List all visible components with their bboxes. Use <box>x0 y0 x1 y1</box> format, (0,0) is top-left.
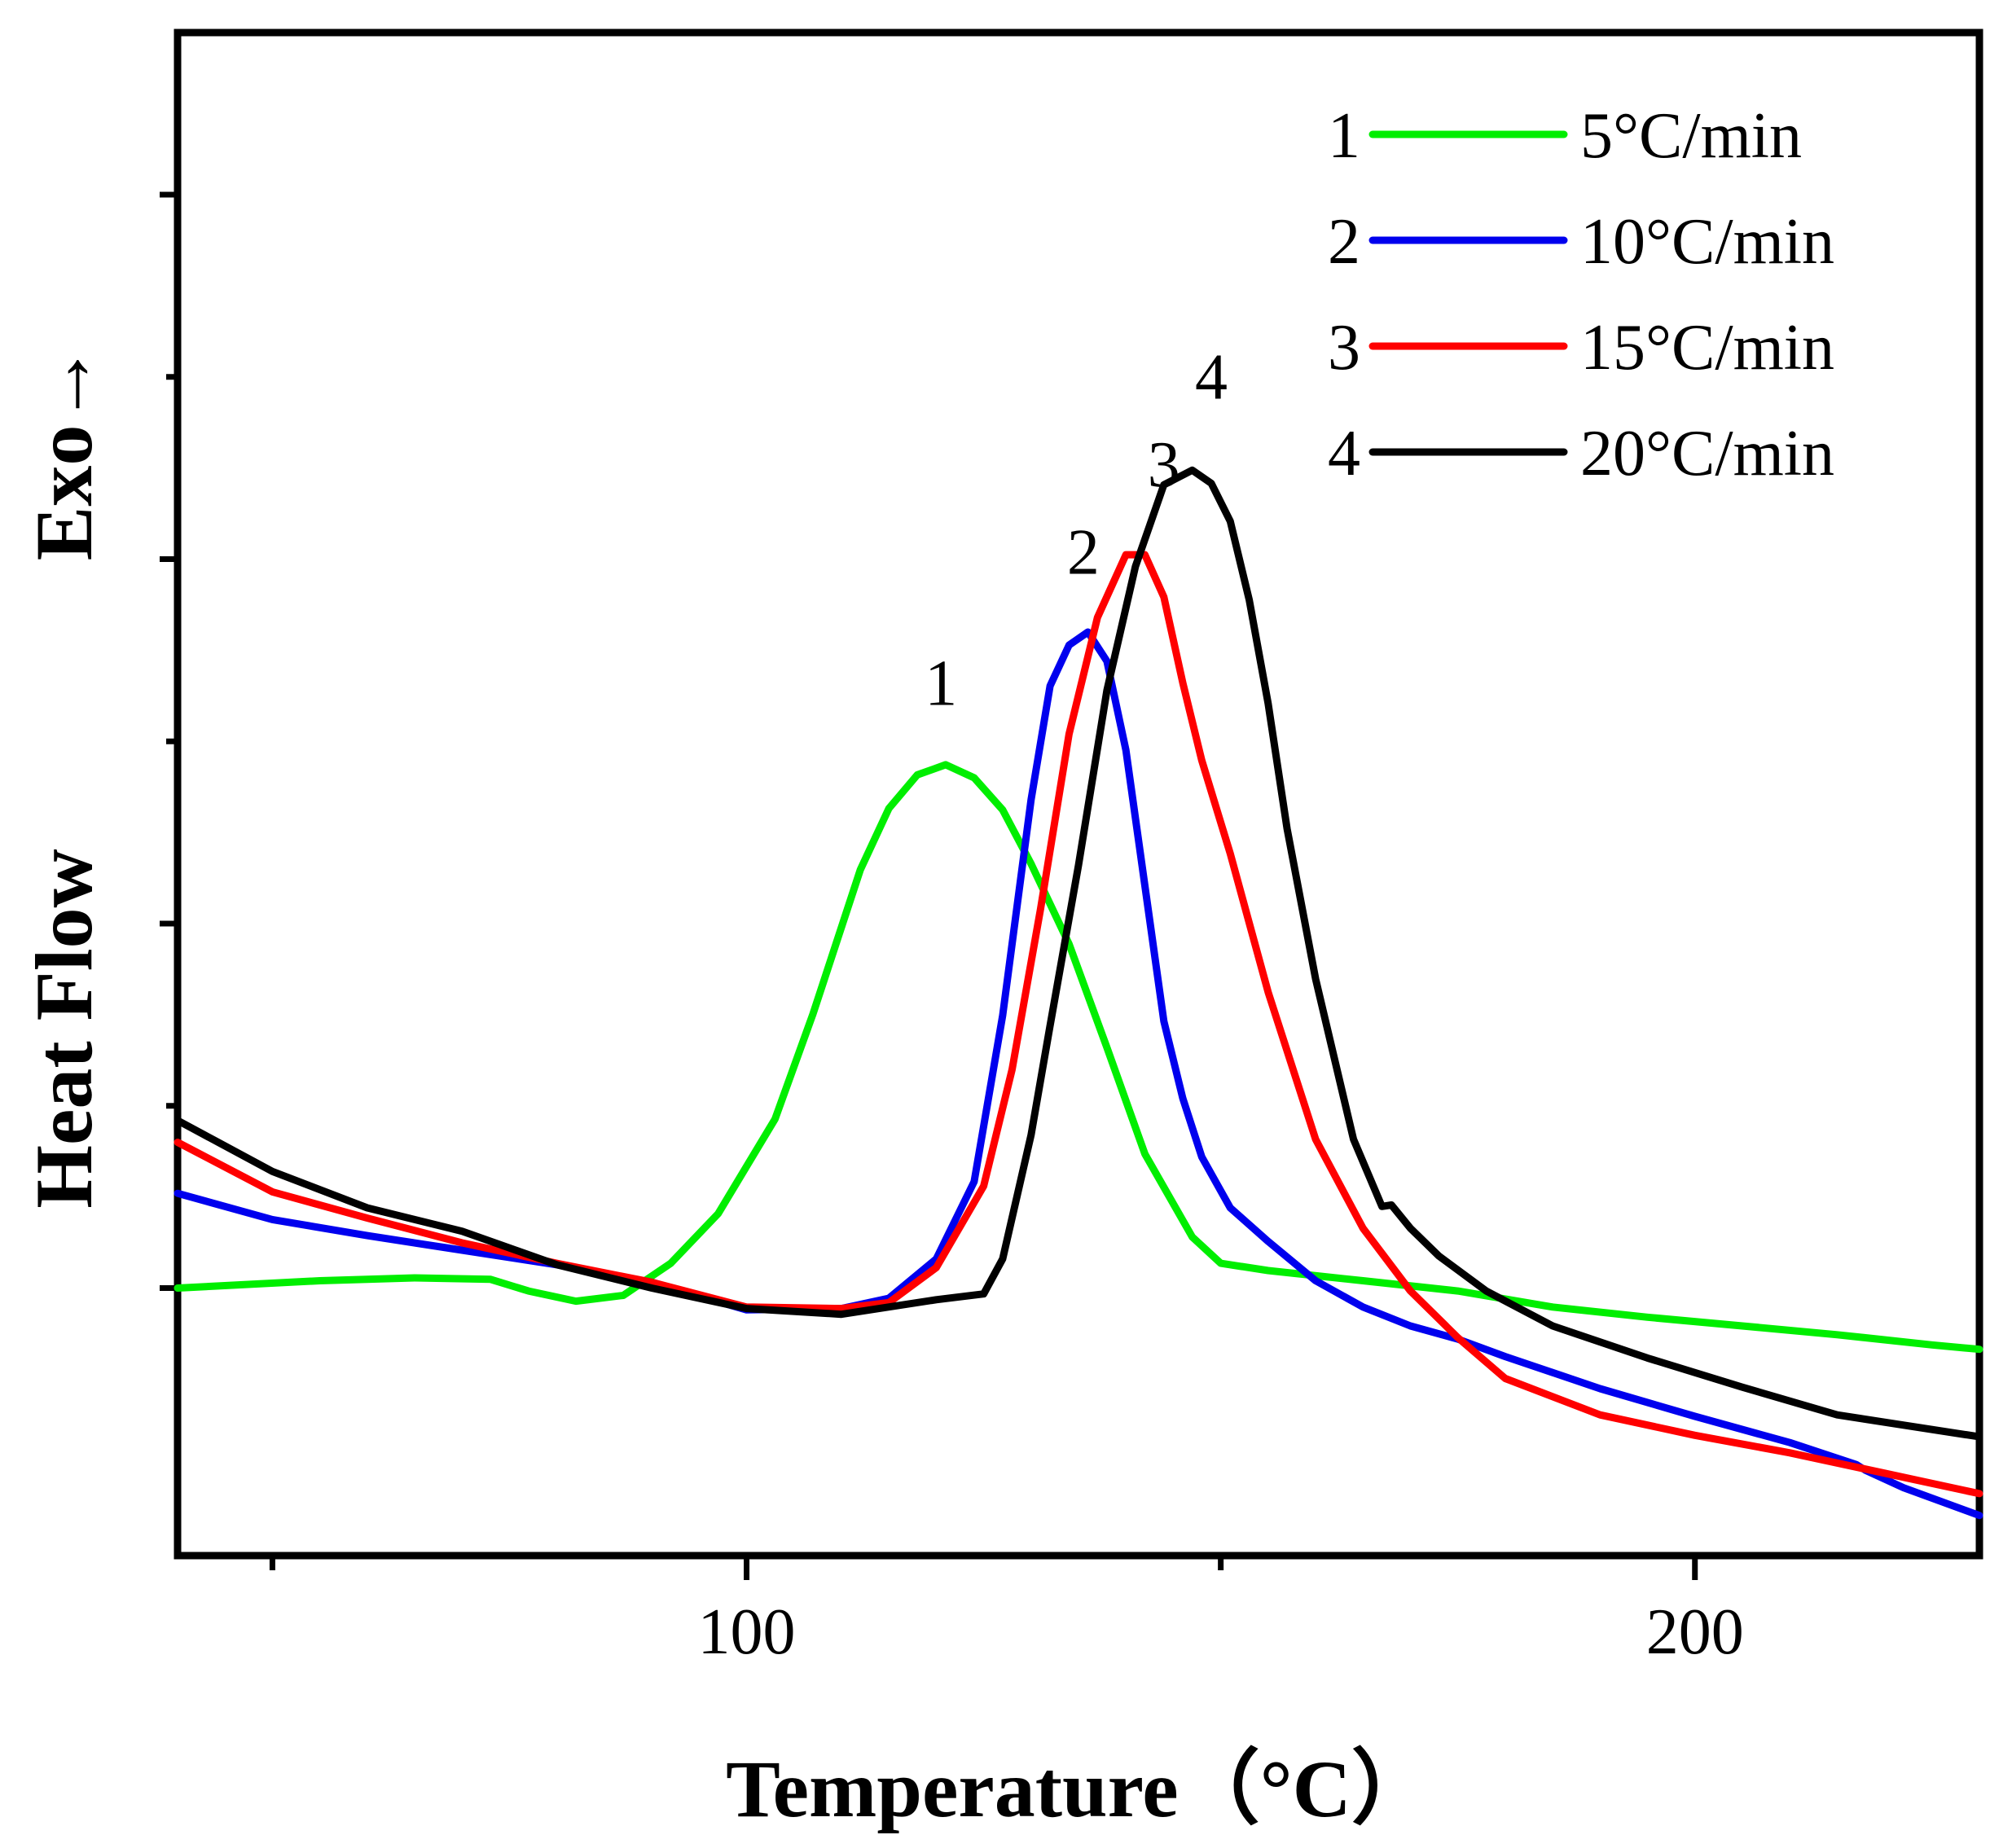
series-line-3 <box>174 551 1983 1498</box>
x-tick-label: 100 <box>698 1596 796 1668</box>
series-line-4 <box>174 466 1983 1441</box>
legend-label: 5°C/min <box>1580 100 1802 172</box>
y-axis-label: Heat Flow <box>19 849 109 1209</box>
peak-label-1: 1 <box>925 648 957 720</box>
legend-label: 10°C/min <box>1580 206 1834 278</box>
x-axis-ticks: 100 200 <box>269 1556 1744 1668</box>
plot-frame <box>174 29 1983 1560</box>
y-axis-exo-arrow-label: Exo→ <box>19 344 109 561</box>
legend-label: 15°C/min <box>1580 312 1834 384</box>
legend-number: 2 <box>1328 206 1360 278</box>
peak-label-4: 4 <box>1195 342 1228 414</box>
peak-label-3: 3 <box>1148 429 1180 501</box>
legend-number: 4 <box>1328 418 1360 489</box>
series-line-2 <box>174 628 1983 1520</box>
series-layer <box>174 466 1983 1520</box>
x-axis-label: Temperature（°C） <box>726 1744 1433 1834</box>
series-line-1 <box>174 761 1983 1354</box>
legend-number: 1 <box>1328 100 1360 172</box>
peak-annotations: 1 234 <box>925 342 1228 720</box>
x-tick-label: 200 <box>1646 1596 1744 1668</box>
peak-label-2: 2 <box>1067 516 1100 588</box>
legend-number: 3 <box>1328 312 1360 384</box>
legend-label: 20°C/min <box>1580 418 1834 489</box>
